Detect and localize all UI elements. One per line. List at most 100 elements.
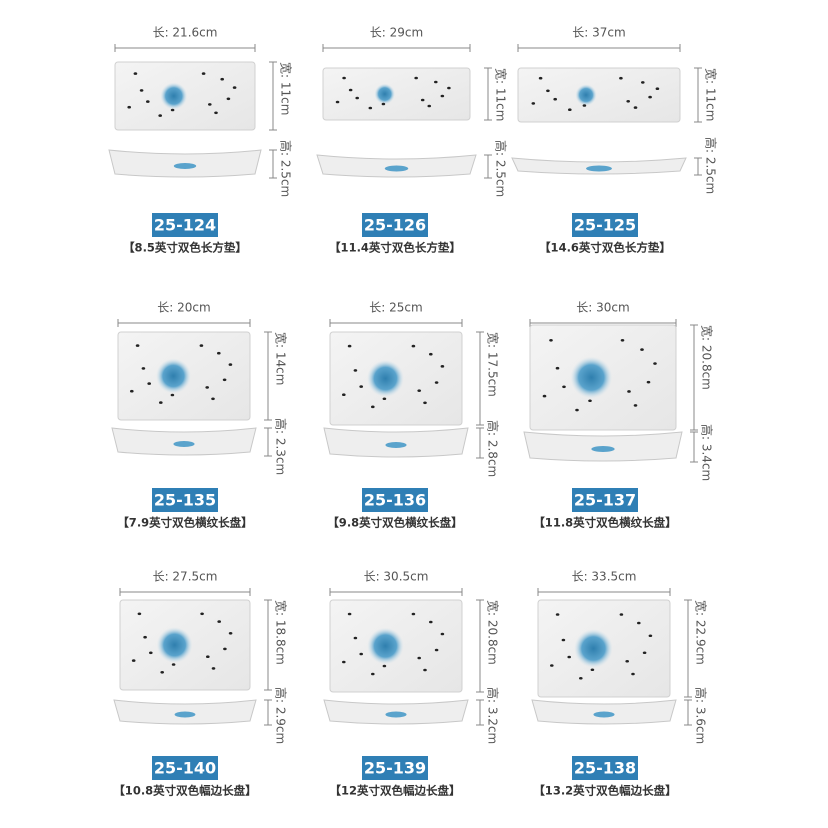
plate-speck <box>542 394 547 398</box>
plate-speck <box>130 389 134 393</box>
plate-speck <box>648 95 652 99</box>
plate-glaze <box>156 627 193 663</box>
plate-speck <box>149 651 153 655</box>
code-badge <box>362 213 428 237</box>
product-code: 25-136 <box>364 491 426 510</box>
code-badge <box>362 488 428 512</box>
plate-speck <box>417 389 422 392</box>
plate-speck <box>170 108 175 112</box>
width-label: 宽: 22.9cm <box>694 600 709 665</box>
plate-speck <box>550 664 554 667</box>
plate-speck <box>553 97 557 101</box>
height-label: 高: 2.3cm <box>274 418 289 475</box>
height-label: 高: 2.8cm <box>486 420 501 477</box>
plate-speck <box>414 76 418 80</box>
plate-speck <box>222 378 227 382</box>
plate-speck <box>648 634 653 638</box>
length-label: 长: 25cm <box>369 301 422 315</box>
plate-speck <box>619 613 624 616</box>
product-card: 长: 20cm 宽: 14cm 高: 2.3cm 25-135 【7.9英寸双色横纹长盘… <box>111 301 289 530</box>
plate-speck <box>206 655 210 658</box>
plate-speck <box>131 659 136 662</box>
plate-side-glaze <box>593 711 615 718</box>
plate-speck <box>631 672 635 676</box>
plate-speck <box>342 660 346 664</box>
product-code: 25-138 <box>574 759 636 778</box>
plate-speck <box>434 381 439 384</box>
plate-glaze <box>570 356 613 399</box>
height-label: 高: 3.2cm <box>486 687 501 744</box>
plate-speck <box>538 76 543 80</box>
length-label: 长: 30cm <box>576 301 629 315</box>
plate-speck <box>201 72 206 75</box>
product-name: 【11.8英寸双色横纹长盘】 <box>533 516 676 530</box>
plate-speck <box>342 76 346 80</box>
height-label: 高: 2.5cm <box>704 137 719 194</box>
plate-glaze <box>574 629 613 668</box>
length-label: 长: 21.6cm <box>153 26 218 40</box>
plate-speck <box>217 620 221 623</box>
plate-speck <box>588 399 592 403</box>
plate-speck <box>347 612 352 616</box>
plate-speck <box>353 636 358 640</box>
plate-speck <box>359 385 364 388</box>
plate-speck <box>653 362 657 365</box>
plate-speck <box>347 344 352 348</box>
width-label: 宽: 18.8cm <box>274 600 289 665</box>
product-code: 25-126 <box>364 216 426 235</box>
height-label: 高: 2.5cm <box>279 140 294 197</box>
plate-speck <box>146 100 150 103</box>
product-card: 长: 21.6cm 宽: 11cm 高: 2.5cm 25-124 【8.5英寸双色长方… <box>108 26 294 255</box>
plate-speck <box>159 401 163 404</box>
product-code: 25-140 <box>154 759 216 778</box>
plate-speck <box>158 114 162 117</box>
plate-side-glaze <box>384 165 409 172</box>
width-label: 宽: 20.8cm <box>486 600 501 665</box>
plate-speck <box>228 363 233 366</box>
plate-speck <box>642 651 647 655</box>
plate-glaze <box>367 627 404 665</box>
plate-speck <box>637 621 641 625</box>
code-badge <box>152 213 218 237</box>
plate-speck <box>160 671 164 674</box>
length-label: 长: 33.5cm <box>572 570 637 584</box>
product-name: 【9.8英寸双色横纹长盘】 <box>327 516 462 530</box>
code-badge <box>152 756 218 780</box>
product-card: 长: 33.5cm 宽: 22.9cm 高: 3.6cm 25-138 【13.2英寸双… <box>531 570 709 798</box>
plate-speck <box>555 613 560 616</box>
length-label: 长: 29cm <box>370 26 423 40</box>
plate-speck <box>135 344 140 347</box>
product-name: 【10.8英寸双色幅边长盘】 <box>113 784 256 798</box>
plate-speck <box>633 106 638 109</box>
plate-speck <box>382 397 387 401</box>
plate-speck <box>626 100 630 103</box>
plate-speck <box>147 382 151 385</box>
plate-speck <box>582 104 587 107</box>
plate-speck <box>590 668 595 672</box>
plate-speck <box>368 106 373 110</box>
plate-speck <box>127 105 131 109</box>
plate-speck <box>381 102 386 106</box>
plate-speck <box>420 98 425 102</box>
plate-speck <box>226 97 231 101</box>
product-name: 【14.6英寸双色长方垫】 <box>539 241 671 255</box>
plate-speck <box>371 405 375 409</box>
plate-speck <box>429 620 433 624</box>
plate-speck <box>633 404 638 407</box>
plate-speck <box>620 339 625 342</box>
plate-glaze <box>160 82 188 110</box>
plate-speck <box>143 635 147 639</box>
plate-glaze <box>575 84 597 106</box>
plate-speck <box>440 365 445 368</box>
code-badge <box>362 756 428 780</box>
length-label: 长: 27.5cm <box>153 570 218 584</box>
plate-speck <box>555 366 560 370</box>
plate-speck <box>575 408 579 412</box>
product-card: 长: 30.5cm 宽: 20.8cm 高: 3.2cm 25-139 【12英寸双色幅… <box>323 570 501 798</box>
product-code: 25-139 <box>364 759 426 778</box>
product-card: 长: 27.5cm 宽: 18.8cm 高: 2.9cm 25-140 【10.8英寸双… <box>113 570 288 798</box>
plate-speck <box>217 351 221 355</box>
product-name: 【13.2英寸双色幅边长盘】 <box>533 784 676 798</box>
plate-speck <box>220 77 224 81</box>
